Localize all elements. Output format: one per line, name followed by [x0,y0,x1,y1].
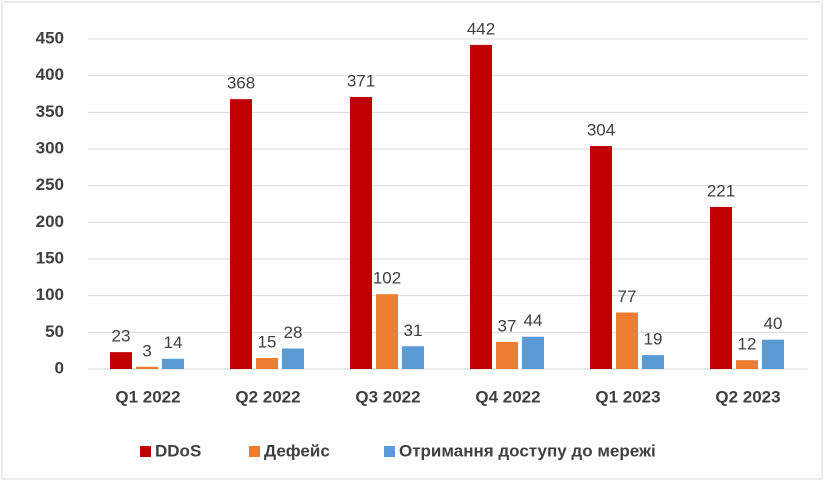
y-tick-label: 150 [36,248,64,267]
x-tick-label: Q3 2022 [355,387,420,406]
bar [162,358,184,369]
y-tick-label: 400 [36,65,64,84]
chart-border [1,1,823,480]
value-label: 304 [587,121,615,140]
y-tick-label: 100 [36,285,64,304]
x-tick-label: Q1 2022 [115,387,180,406]
y-tick-label: 0 [55,358,64,377]
legend-label: DDoS [155,441,201,460]
legend-swatch [249,446,260,457]
y-tick-label: 350 [36,102,64,121]
bar [376,294,398,369]
bar [110,352,132,369]
value-label: 77 [618,287,637,306]
x-tick-label: Q1 2023 [595,387,660,406]
bar [522,336,544,369]
value-label: 44 [524,311,543,330]
value-label: 442 [467,19,495,38]
bar [710,206,732,369]
value-label: 37 [498,316,517,335]
bar [762,339,784,369]
y-tick-label: 200 [36,212,64,231]
bar [470,44,492,369]
bar [282,348,304,369]
value-label: 14 [164,333,183,352]
y-tick-label: 300 [36,138,64,157]
y-tick-label: 450 [36,28,64,47]
bar [642,355,664,369]
bar [350,96,372,369]
x-tick-label: Q2 2022 [235,387,300,406]
value-label: 12 [738,335,757,354]
value-label: 15 [258,332,277,351]
value-label: 23 [112,327,131,346]
bar [496,341,518,369]
legend-swatch [140,446,151,457]
value-label: 368 [227,74,255,93]
x-tick-label: Q2 2023 [715,387,780,406]
y-tick-label: 50 [45,322,64,341]
value-label: 3 [142,341,151,360]
bar [230,99,252,369]
value-label: 28 [284,323,303,342]
value-label: 19 [644,330,663,349]
legend-label: Отримання доступу до мережі [399,441,656,460]
x-tick-label: Q4 2022 [475,387,540,406]
bar [616,312,638,369]
legend-label: Дефейс [264,441,330,460]
value-label: 371 [347,71,375,90]
bar [256,358,278,369]
bar [736,360,758,369]
value-label: 40 [764,314,783,333]
bar [136,366,158,369]
value-label: 221 [707,181,735,200]
value-label: 102 [373,269,401,288]
bar [590,146,612,369]
value-label: 31 [404,321,423,340]
legend-swatch [384,446,395,457]
y-tick-label: 250 [36,175,64,194]
bar [402,346,424,369]
